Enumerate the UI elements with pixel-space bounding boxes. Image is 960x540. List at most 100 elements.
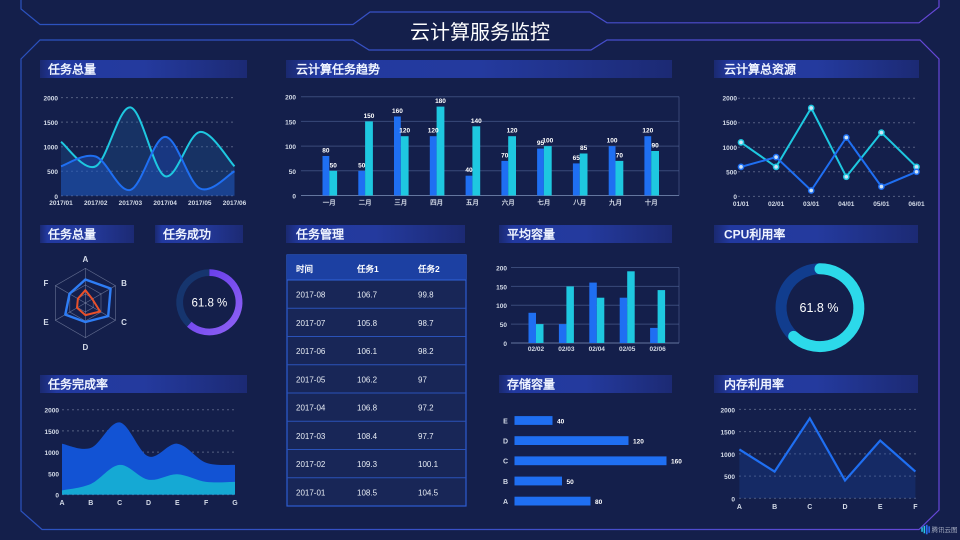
svg-text:500: 500 xyxy=(48,471,59,478)
svg-text:150: 150 xyxy=(496,284,507,291)
svg-text:50: 50 xyxy=(567,479,575,486)
svg-text:2017-04: 2017-04 xyxy=(296,404,326,413)
svg-text:120: 120 xyxy=(642,128,653,135)
svg-text:98.7: 98.7 xyxy=(418,319,434,328)
svg-text:任务成功: 任务成功 xyxy=(162,227,211,242)
svg-text:2017-01: 2017-01 xyxy=(296,488,326,497)
svg-text:任务1: 任务1 xyxy=(356,264,379,274)
svg-text:六月: 六月 xyxy=(502,198,515,207)
svg-text:1500: 1500 xyxy=(723,120,738,127)
svg-text:2017-07: 2017-07 xyxy=(296,319,326,328)
svg-text:108.5: 108.5 xyxy=(357,488,378,497)
svg-text:F: F xyxy=(913,504,918,511)
svg-text:106.8: 106.8 xyxy=(357,404,378,413)
svg-text:70: 70 xyxy=(501,152,509,159)
svg-text:106.1: 106.1 xyxy=(357,347,378,356)
svg-text:1500: 1500 xyxy=(45,429,60,436)
svg-text:2000: 2000 xyxy=(723,96,738,103)
svg-text:任务2: 任务2 xyxy=(417,264,440,274)
svg-text:0: 0 xyxy=(733,194,737,201)
svg-text:任务管理: 任务管理 xyxy=(295,227,344,242)
svg-text:二月: 二月 xyxy=(359,199,372,207)
svg-text:2000: 2000 xyxy=(44,96,59,103)
svg-text:C: C xyxy=(503,459,508,466)
svg-text:2017/05: 2017/05 xyxy=(188,200,212,207)
svg-text:C: C xyxy=(807,504,812,511)
svg-text:十月: 十月 xyxy=(645,198,658,207)
svg-text:A: A xyxy=(503,499,508,506)
svg-text:100.1: 100.1 xyxy=(418,460,439,469)
svg-text:1000: 1000 xyxy=(44,145,59,152)
svg-text:三月: 三月 xyxy=(394,199,407,207)
svg-text:104.5: 104.5 xyxy=(418,488,439,497)
svg-text:150: 150 xyxy=(285,119,296,126)
svg-text:1000: 1000 xyxy=(723,145,738,152)
svg-text:120: 120 xyxy=(507,128,518,135)
svg-text:05/01: 05/01 xyxy=(873,201,890,208)
svg-text:云计算服务监控: 云计算服务监控 xyxy=(410,21,550,44)
svg-text:2017/02: 2017/02 xyxy=(84,200,108,207)
svg-text:61.8 %: 61.8 % xyxy=(191,298,227,310)
svg-text:2000: 2000 xyxy=(721,407,736,414)
svg-text:云计算任务趋势: 云计算任务趋势 xyxy=(296,62,380,77)
svg-text:108.4: 108.4 xyxy=(357,432,378,441)
svg-text:1500: 1500 xyxy=(721,430,736,437)
svg-text:109.3: 109.3 xyxy=(357,460,378,469)
svg-text:106.7: 106.7 xyxy=(357,291,378,300)
svg-text:时间: 时间 xyxy=(296,264,313,274)
svg-text:99.8: 99.8 xyxy=(418,291,434,300)
svg-text:A: A xyxy=(83,255,89,264)
svg-text:2017/04: 2017/04 xyxy=(153,200,177,207)
svg-text:120: 120 xyxy=(428,128,439,135)
svg-text:A: A xyxy=(737,504,742,511)
svg-text:2017-03: 2017-03 xyxy=(296,432,326,441)
svg-text:120: 120 xyxy=(633,438,644,445)
svg-text:一月: 一月 xyxy=(323,199,336,207)
svg-text:0: 0 xyxy=(55,493,59,500)
svg-text:02/01: 02/01 xyxy=(768,201,785,208)
svg-text:B: B xyxy=(772,504,777,511)
svg-text:50: 50 xyxy=(500,322,508,329)
svg-text:65: 65 xyxy=(573,155,581,162)
svg-text:80: 80 xyxy=(595,499,603,506)
svg-text:106.2: 106.2 xyxy=(357,375,378,384)
svg-text:D: D xyxy=(83,343,89,352)
svg-text:1000: 1000 xyxy=(45,450,60,457)
svg-text:100: 100 xyxy=(285,144,296,151)
svg-text:五月: 五月 xyxy=(466,199,479,207)
svg-text:A: A xyxy=(59,500,64,507)
svg-text:70: 70 xyxy=(616,152,624,159)
svg-text:2000: 2000 xyxy=(45,408,60,415)
svg-text:98.2: 98.2 xyxy=(418,347,434,356)
svg-text:200: 200 xyxy=(496,266,507,273)
svg-text:八月: 八月 xyxy=(572,199,586,207)
svg-text:500: 500 xyxy=(47,169,58,176)
svg-text:2017-02: 2017-02 xyxy=(296,460,326,469)
svg-text:内存利用率: 内存利用率 xyxy=(724,377,784,392)
svg-text:0: 0 xyxy=(731,496,735,503)
svg-text:02/04: 02/04 xyxy=(589,346,606,353)
svg-text:F: F xyxy=(204,500,209,507)
svg-text:160: 160 xyxy=(392,108,403,115)
svg-text:01/01: 01/01 xyxy=(733,201,750,208)
svg-text:任务总量: 任务总量 xyxy=(47,227,96,242)
svg-text:存储容量: 存储容量 xyxy=(506,377,555,392)
svg-text:2017/03: 2017/03 xyxy=(119,200,143,207)
svg-text:E: E xyxy=(503,418,508,425)
svg-text:97.2: 97.2 xyxy=(418,404,434,413)
svg-text:腾讯云图: 腾讯云图 xyxy=(932,525,958,534)
svg-text:E: E xyxy=(43,318,49,327)
svg-text:61.8 %: 61.8 % xyxy=(800,301,839,315)
svg-text:97: 97 xyxy=(418,375,427,384)
svg-text:2017-06: 2017-06 xyxy=(296,347,326,356)
svg-text:G: G xyxy=(232,500,238,507)
svg-text:95: 95 xyxy=(537,140,545,147)
svg-text:B: B xyxy=(121,279,127,288)
svg-text:120: 120 xyxy=(399,128,410,135)
svg-text:500: 500 xyxy=(724,474,735,481)
svg-text:B: B xyxy=(88,500,93,507)
svg-text:02/03: 02/03 xyxy=(558,346,575,353)
svg-text:0: 0 xyxy=(503,341,507,348)
svg-text:50: 50 xyxy=(289,169,297,176)
svg-text:2017-05: 2017-05 xyxy=(296,375,326,384)
